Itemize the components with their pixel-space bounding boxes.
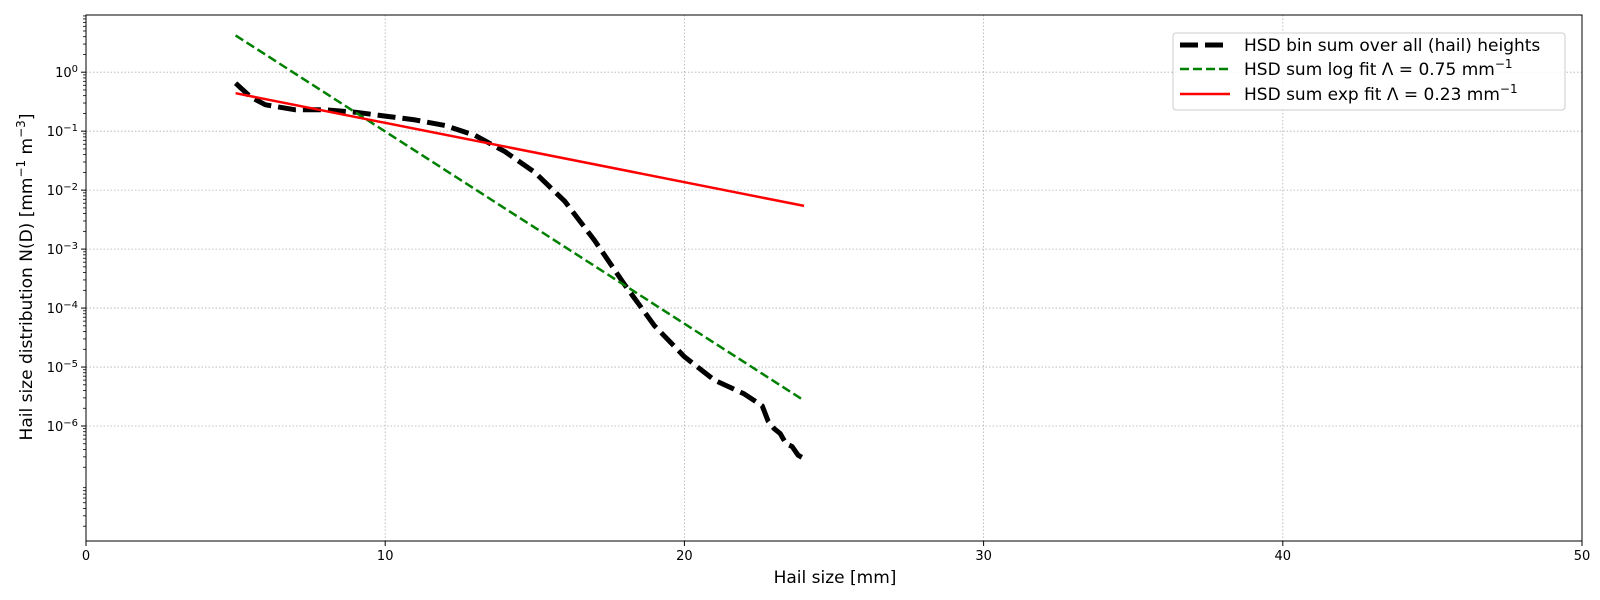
legend: HSD bin sum over all (hail) heights HSD … xyxy=(1172,32,1566,111)
x-tick-label: 20 xyxy=(676,549,693,564)
x-tick-label: 10 xyxy=(377,549,394,564)
y-tick-label: 10−5 xyxy=(47,359,78,377)
series-log-fit xyxy=(234,34,805,402)
y-axis-label-sup2: −3 xyxy=(14,120,28,138)
legend-label-hsd-bin-sum: HSD bin sum over all (hail) heights xyxy=(1244,36,1540,56)
x-tick-label: 40 xyxy=(1275,549,1292,564)
plot-series xyxy=(233,34,806,461)
y-tick-label: 10−4 xyxy=(47,300,78,318)
legend-label-log-fit-sup: −1 xyxy=(1495,57,1513,71)
y-axis-label-post: ] xyxy=(17,114,37,121)
legend-label-exp-fit-sup: −1 xyxy=(1500,82,1518,96)
legend-label-exp-fit: HSD sum exp fit Λ = 0.23 mm−1 xyxy=(1244,82,1518,105)
x-tick-label: 30 xyxy=(975,549,992,564)
y-tick-label: 100 xyxy=(55,64,78,82)
y-axis-ticks: 100 10−1 10−2 10−3 10−4 10−5 10−6 xyxy=(47,15,86,527)
legend-label-exp-fit-text: HSD sum exp fit Λ = 0.23 mm xyxy=(1244,85,1500,105)
x-tick-label: 50 xyxy=(1574,549,1591,564)
y-axis-label-pre: Hail size distribution N(D) [mm xyxy=(17,178,37,441)
x-axis-label: Hail size [mm] xyxy=(774,568,897,588)
x-axis-ticks: 0 10 20 30 40 50 xyxy=(82,541,1590,564)
y-tick-label: 10−2 xyxy=(47,182,78,200)
x-tick-label: 0 xyxy=(82,549,90,564)
legend-label-log-fit: HSD sum log fit Λ = 0.75 mm−1 xyxy=(1244,57,1513,80)
y-axis-label: Hail size distribution N(D) [mm−1 m−3] xyxy=(14,114,37,441)
y-tick-label: 10−1 xyxy=(47,123,78,141)
y-axis-label-mid: m xyxy=(17,138,37,160)
y-tick-label: 10−6 xyxy=(47,418,78,436)
y-axis-label-sup1: −1 xyxy=(14,160,28,178)
plot-frame xyxy=(85,14,1583,542)
series-hsd-bin-sum xyxy=(233,81,806,461)
legend-box xyxy=(1172,32,1566,111)
series-exp-fit xyxy=(235,91,805,208)
legend-label-log-fit-text: HSD sum log fit Λ = 0.75 mm xyxy=(1244,60,1495,80)
y-tick-label: 10−3 xyxy=(47,241,78,259)
